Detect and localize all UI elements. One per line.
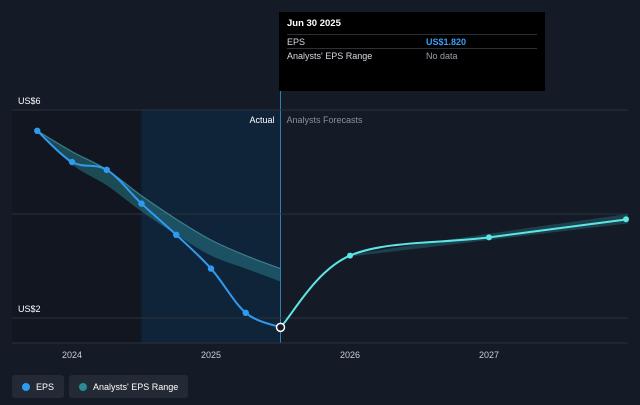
eps-forecast-line	[279, 218, 629, 329]
legend-item-eps[interactable]: EPS	[12, 375, 65, 398]
x-tick-label-2026: 2026	[340, 350, 360, 360]
eps-actual-point-0	[34, 127, 41, 134]
tooltip-eps-value: US$1.820	[426, 36, 467, 47]
actual-region-label: Actual	[249, 115, 274, 125]
legend-range-label: Analysts' EPS Range	[93, 381, 179, 392]
eps-actual-point-2	[103, 166, 110, 173]
forecast-region-label: Analysts Forecasts	[287, 115, 364, 125]
x-tick-label-2027: 2027	[479, 350, 499, 360]
eps-actual-point-1	[68, 158, 76, 166]
x-tick-label-2024: 2024	[62, 350, 82, 360]
eps-legend-dot-icon	[22, 382, 30, 391]
eps-forecast-point-2	[623, 216, 629, 223]
tooltip-range-label: Analysts' EPS Range	[287, 50, 373, 61]
eps-range-band-past	[37, 130, 281, 282]
eps-actual-point-7	[275, 322, 286, 333]
legend-item-eps-range[interactable]: Analysts' EPS Range	[69, 375, 189, 398]
y-axis-label-0: US$6	[18, 96, 41, 106]
eps-range-upper-line	[36, 130, 281, 270]
tooltip-row-range: Analysts' EPS Range No data	[287, 48, 537, 62]
chart-legend: EPS Analysts' EPS Range	[12, 375, 189, 398]
eps-range-legend-dot-icon	[79, 382, 88, 391]
eps-actual-point-4	[173, 231, 180, 238]
tooltip-eps-label: EPS	[287, 36, 306, 47]
legend-eps-label: EPS	[36, 381, 55, 392]
tooltip-date: Jun 30 2025	[287, 18, 341, 29]
eps-actual-point-6	[242, 309, 249, 316]
past-region-shade	[12, 110, 142, 343]
eps-forecast-point-1	[486, 234, 492, 241]
eps-actual-point-3	[138, 200, 145, 207]
y-axis-label-1: US$2	[18, 304, 41, 314]
tooltip-row-eps: EPS US$1.820	[287, 34, 537, 48]
eps-actual-point-5	[207, 265, 215, 272]
actual-region-shade	[141, 110, 281, 343]
tooltip-range-value: No data	[426, 50, 458, 61]
eps-forecast-point-0	[347, 252, 353, 259]
x-tick-label-2025: 2025	[201, 350, 221, 360]
hover-tooltip: Jun 30 2025 EPS US$1.820 Analysts' EPS R…	[279, 12, 545, 91]
